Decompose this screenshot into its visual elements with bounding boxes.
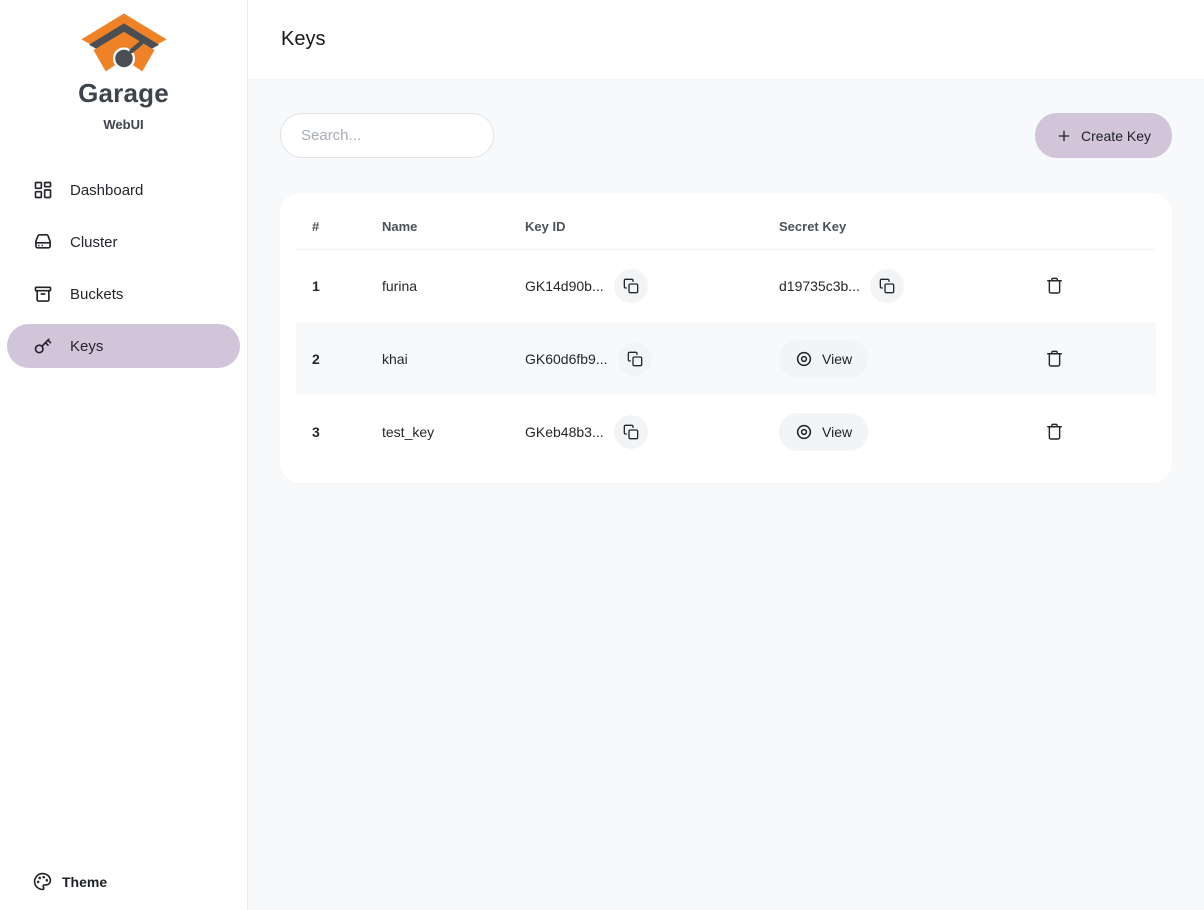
copy-key-id-button[interactable]: [613, 414, 648, 449]
key-name: test_key: [382, 423, 435, 440]
sidebar-item-label: Dashboard: [70, 181, 144, 199]
column-header-index: #: [296, 205, 382, 250]
sidebar-item-buckets[interactable]: Buckets: [7, 272, 240, 316]
key-name: khai: [382, 350, 408, 367]
sidebar-item-keys[interactable]: Keys: [7, 324, 240, 368]
key-id-value: GKeb48b3...: [525, 423, 604, 440]
trash-icon: [1047, 277, 1062, 294]
keys-table: # Name Key ID Secret Key 1 furina: [296, 205, 1156, 468]
search-input[interactable]: [280, 113, 494, 158]
key-id-value: GK60d6fb9...: [525, 350, 608, 367]
view-label: View: [822, 350, 853, 367]
column-header-name: Name: [382, 205, 525, 250]
sidebar-item-label: Cluster: [70, 233, 118, 251]
sidebar-item-label: Buckets: [70, 285, 124, 303]
keys-table-card: # Name Key ID Secret Key 1 furina: [280, 193, 1172, 483]
copy-key-id-button[interactable]: [617, 341, 652, 376]
view-secret-button[interactable]: View: [779, 412, 869, 451]
table-row: 1 furina GK14d90b...: [296, 249, 1156, 322]
trash-icon: [1047, 423, 1062, 440]
brand: Garage WebUI: [0, 0, 247, 132]
copy-secret-key-button[interactable]: [869, 268, 904, 303]
plus-icon: [1058, 130, 1070, 141]
page-title: Keys: [281, 28, 326, 50]
table-row: 2 khai GK60d6fb9...: [296, 322, 1156, 395]
table-header-row: # Name Key ID Secret Key: [296, 205, 1156, 250]
dashboard-icon: [33, 180, 53, 200]
copy-key-id-button[interactable]: [613, 268, 648, 303]
column-header-actions: [1023, 205, 1156, 250]
brand-title: Garage: [78, 78, 169, 108]
row-index: 2: [312, 350, 320, 367]
row-index: 1: [312, 277, 320, 294]
garage-logo: [80, 13, 167, 72]
eye-icon: [796, 424, 812, 439]
copy-icon: [623, 424, 638, 439]
buckets-icon: [33, 284, 53, 304]
key-id-value: GK14d90b...: [525, 277, 604, 294]
key-name: furina: [382, 277, 418, 294]
view-secret-button[interactable]: View: [779, 339, 869, 378]
create-key-button[interactable]: Create Key: [1034, 113, 1172, 158]
sidebar: Garage WebUI Dashboard: [0, 0, 248, 910]
sidebar-item-cluster[interactable]: Cluster: [7, 220, 240, 264]
view-label: View: [822, 423, 853, 440]
delete-key-button[interactable]: [1045, 349, 1064, 368]
sidebar-item-dashboard[interactable]: Dashboard: [7, 168, 240, 212]
delete-key-button[interactable]: [1045, 422, 1064, 441]
sidebar-footer: Theme: [0, 872, 247, 910]
page-header: Keys: [248, 0, 1204, 80]
create-key-label: Create Key: [1080, 127, 1151, 144]
row-index: 3: [312, 423, 320, 440]
keys-icon: [33, 336, 53, 356]
toolbar: Create Key: [280, 113, 1172, 158]
trash-icon: [1047, 350, 1062, 367]
delete-key-button[interactable]: [1045, 276, 1064, 295]
content: Create Key # Name Key ID Secret Key: [248, 80, 1204, 516]
theme-label: Theme: [62, 873, 108, 890]
table-row: 3 test_key GKeb48b3...: [296, 395, 1156, 468]
brand-subtitle: WebUI: [103, 117, 144, 132]
main-area: Keys Create Key: [248, 0, 1204, 910]
palette-icon: [33, 872, 52, 891]
copy-icon: [627, 351, 642, 366]
column-header-secret-key: Secret Key: [779, 205, 1023, 250]
copy-icon: [879, 278, 895, 294]
eye-icon: [796, 351, 812, 366]
column-header-key-id: Key ID: [525, 205, 779, 250]
sidebar-item-label: Keys: [70, 337, 104, 355]
copy-icon: [623, 278, 638, 294]
secret-key-value: d19735c3b...: [779, 277, 860, 294]
theme-button[interactable]: Theme: [33, 872, 107, 891]
sidebar-nav: Dashboard Cluster: [0, 168, 247, 368]
cluster-icon: [33, 232, 53, 252]
